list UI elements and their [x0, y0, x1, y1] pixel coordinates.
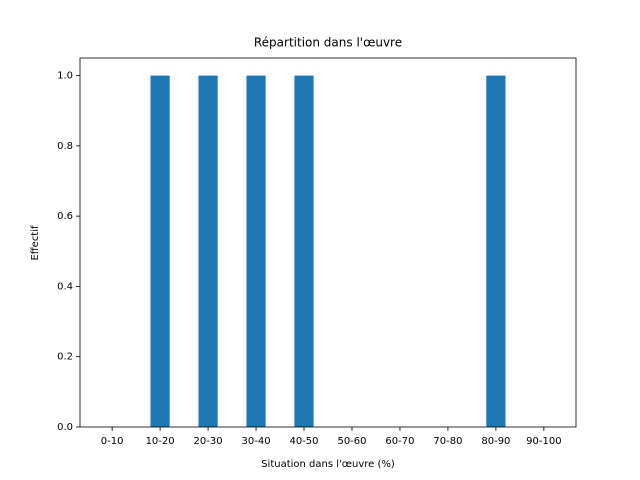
x-tick-label: 30-40: [242, 436, 271, 447]
x-tick-label: 70-80: [433, 436, 462, 447]
y-axis-label: Effectif: [30, 225, 41, 261]
x-tick-label: 40-50: [289, 436, 318, 447]
bar: [294, 75, 314, 428]
bar: [486, 75, 506, 428]
x-tick-label: 0-10: [101, 436, 124, 447]
x-tick-label: 20-30: [194, 436, 223, 447]
x-tick-label: 90-100: [526, 436, 561, 447]
x-tick-label: 50-60: [337, 436, 366, 447]
x-tick-label: 80-90: [481, 436, 510, 447]
bar: [246, 75, 266, 428]
x-tick-label: 10-20: [146, 436, 175, 447]
y-tick-label: 0.4: [57, 281, 73, 292]
y-tick-label: 0.0: [57, 422, 73, 433]
bar: [198, 75, 218, 428]
y-tick-label: 0.6: [57, 211, 73, 222]
chart-title: Répartition dans l'œuvre: [254, 36, 402, 50]
y-tick-label: 0.8: [57, 141, 73, 152]
bar: [150, 75, 170, 428]
y-tick-label: 0.2: [57, 352, 73, 363]
y-tick-label: 1.0: [57, 71, 73, 82]
plot-frame: [79, 57, 577, 428]
x-axis-label: Situation dans l'œuvre (%): [261, 459, 395, 470]
x-tick-label: 60-70: [385, 436, 414, 447]
